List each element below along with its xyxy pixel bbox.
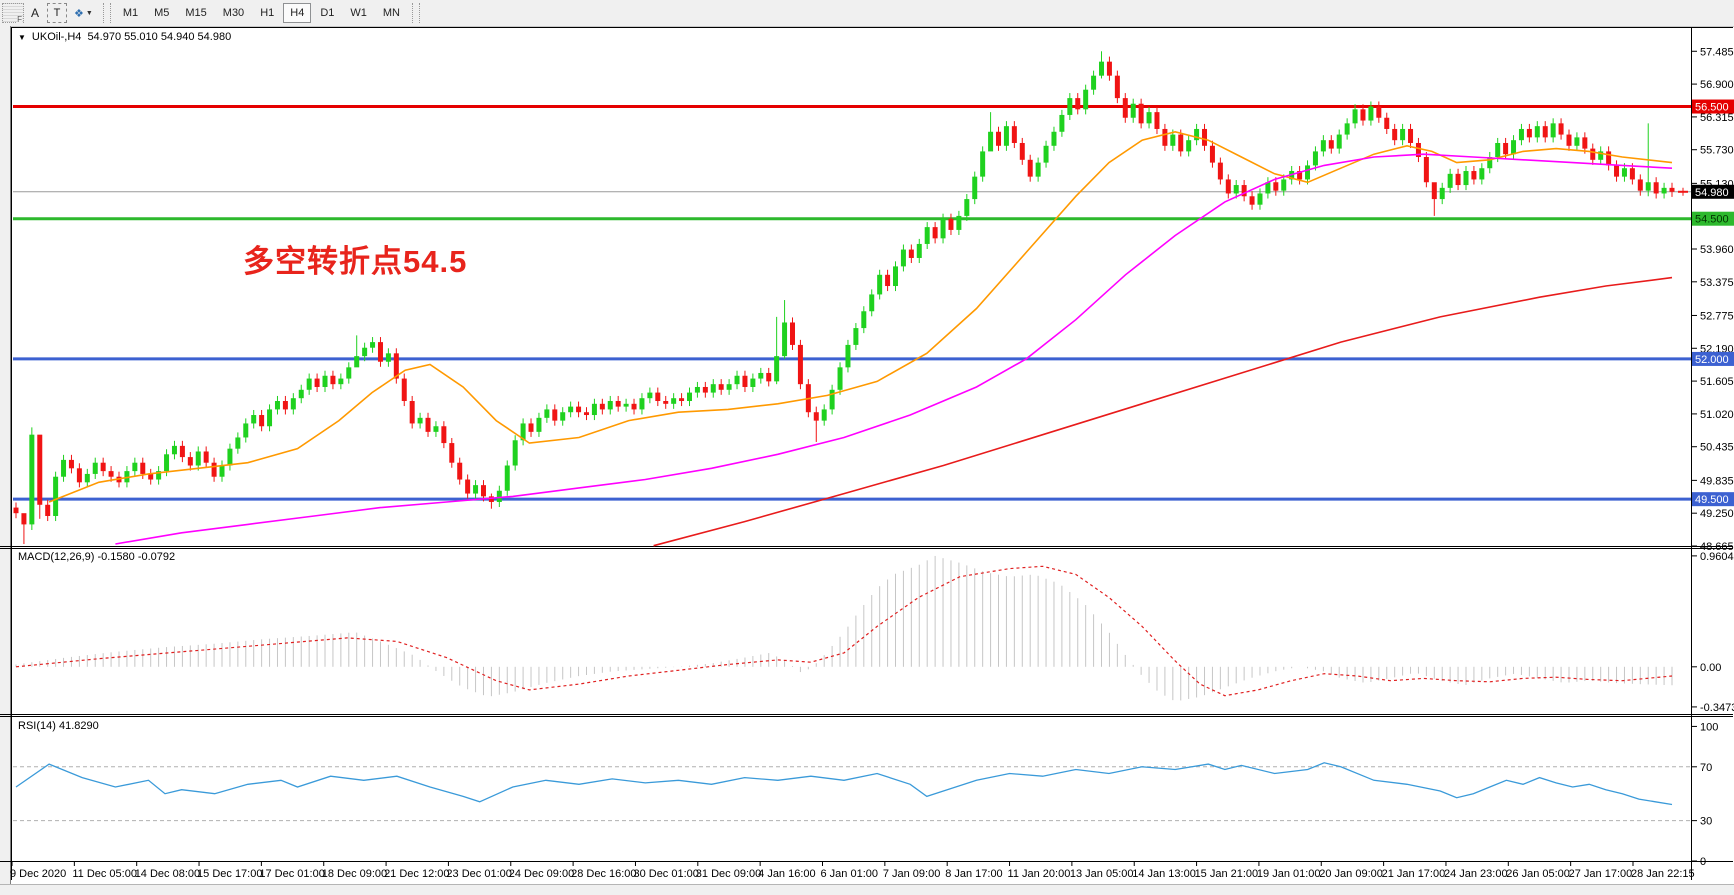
time-axis-label: 6 Jan 01:00 bbox=[821, 868, 879, 880]
time-axis-label: 24 Jan 23:00 bbox=[1444, 868, 1508, 880]
time-axis-label: 14 Dec 08:00 bbox=[135, 868, 200, 880]
time-axis-label: 31 Dec 09:00 bbox=[696, 868, 761, 880]
candlesticks bbox=[13, 51, 1675, 545]
time-axis-label: 4 Jan 16:00 bbox=[758, 868, 816, 880]
macd-axis-label: -0.3473 bbox=[1700, 702, 1734, 714]
ma-fast-line bbox=[48, 130, 1673, 503]
time-axis-label: 9 Dec 2020 bbox=[10, 868, 66, 880]
timeframe-button-mn[interactable]: MN bbox=[376, 3, 407, 23]
price-axis-label: 55.730 bbox=[1700, 145, 1734, 157]
time-axis-label: 8 Jan 17:00 bbox=[945, 868, 1003, 880]
macd-axis-label: 0.9604 bbox=[1700, 551, 1734, 563]
time-axis-label: 27 Jan 17:00 bbox=[1569, 868, 1633, 880]
time-axis-label: 15 Dec 17:00 bbox=[197, 868, 262, 880]
price-badge-54500 bbox=[1692, 211, 1734, 226]
price-axis-label: 53.960 bbox=[1700, 244, 1734, 256]
time-axis-label: 21 Jan 17:00 bbox=[1382, 868, 1446, 880]
macd-indicator-label: MACD(12,26,9) -0.1580 -0.0792 bbox=[18, 551, 176, 563]
time-axis-label: 11 Dec 05:00 bbox=[72, 868, 137, 880]
rsi-axis-label: 100 bbox=[1700, 721, 1718, 733]
toolbar-separator bbox=[102, 3, 111, 23]
text-tool-button[interactable]: T bbox=[47, 3, 67, 23]
time-axis-label: 19 Jan 01:00 bbox=[1257, 868, 1321, 880]
timeframe-button-m5[interactable]: M5 bbox=[147, 3, 176, 23]
price-axis-label: 50.435 bbox=[1700, 442, 1734, 454]
time-axis-label: 18 Dec 09:00 bbox=[322, 868, 387, 880]
price-badge-56500 bbox=[1692, 99, 1734, 114]
chart-annotation-text[interactable]: 多空转折点54.5 bbox=[243, 244, 468, 279]
price-axis-label: 53.375 bbox=[1700, 277, 1734, 289]
window-left-edge bbox=[0, 26, 11, 895]
time-axis-label: 28 Jan 22:15 bbox=[1631, 868, 1695, 880]
rsi-line bbox=[15, 762, 1673, 806]
timeframe-button-w1[interactable]: W1 bbox=[343, 3, 374, 23]
time-axis-label: 11 Jan 20:00 bbox=[1008, 868, 1071, 880]
time-axis-label: 17 Dec 01:00 bbox=[259, 868, 324, 880]
time-axis-label: 20 Jan 09:00 bbox=[1319, 868, 1383, 880]
price-badge-label: 49.500 bbox=[1695, 494, 1729, 506]
macd-axis-label: 0.00 bbox=[1700, 662, 1721, 674]
toolbar: F A T ❖ ▼ M1 M5 M15 M30 H1 H4 D1 W1 MN bbox=[0, 0, 1734, 27]
price-badge-label: 54.980 bbox=[1695, 187, 1729, 199]
rsi-axis-label: 30 bbox=[1700, 816, 1712, 828]
rsi-axis-label: 70 bbox=[1700, 762, 1712, 774]
price-badge-label: 52.000 bbox=[1695, 354, 1729, 366]
price-badge-52000 bbox=[1692, 351, 1734, 366]
time-axis-label: 24 Dec 09:00 bbox=[509, 868, 574, 880]
ohlc-values: 54.970 55.010 54.940 54.980 bbox=[87, 31, 232, 43]
time-axis-label: 21 Dec 12:00 bbox=[384, 868, 449, 880]
cursor-tool-button[interactable]: A bbox=[25, 3, 45, 23]
timeframe-button-m30[interactable]: M30 bbox=[216, 3, 251, 23]
symbol-period-label: UKOil-,H4 bbox=[31, 31, 82, 43]
time-axis-label: 26 Jan 05:00 bbox=[1506, 868, 1570, 880]
timeframe-button-m1[interactable]: M1 bbox=[116, 3, 145, 23]
window-bottom-edge bbox=[0, 884, 1734, 895]
time-axis-label: 14 Jan 13:00 bbox=[1132, 868, 1196, 880]
price-axis-label: 51.020 bbox=[1700, 409, 1734, 421]
rsi-axis-label: 0 bbox=[1700, 856, 1706, 868]
price-badge-49500 bbox=[1692, 492, 1734, 507]
toolbar-separator-2 bbox=[411, 3, 420, 23]
timeframe-button-h4[interactable]: H4 bbox=[283, 3, 312, 23]
timeframe-button-m15[interactable]: M15 bbox=[178, 3, 213, 23]
shapes-dropdown-button[interactable]: ❖ ▼ bbox=[69, 3, 98, 23]
price-axis-label: 49.835 bbox=[1700, 475, 1734, 487]
time-axis-label: 7 Jan 09:00 bbox=[883, 868, 941, 880]
time-axis-label: 15 Jan 21:00 bbox=[1195, 868, 1259, 880]
rsi-indicator-label: RSI(14) 41.8290 bbox=[18, 720, 99, 732]
symbol-dropdown-icon[interactable]: ▼ bbox=[18, 32, 26, 42]
price-badge-54980 bbox=[1692, 184, 1734, 199]
price-axis-label: 49.250 bbox=[1700, 508, 1734, 520]
time-axis-label: 13 Jan 05:00 bbox=[1070, 868, 1134, 880]
chevron-down-icon: ▼ bbox=[85, 9, 93, 17]
toolbar-handle-label: F bbox=[17, 15, 22, 24]
macd-signal-line bbox=[15, 565, 1673, 697]
chart-title: ▼ UKOil-,H4 54.970 55.010 54.940 54.980 bbox=[18, 31, 231, 43]
price-axis-label: 51.605 bbox=[1700, 376, 1734, 388]
time-axis-label: 23 Dec 01:00 bbox=[446, 868, 511, 880]
price-badge-label: 54.500 bbox=[1695, 214, 1729, 226]
time-axis-label: 30 Dec 01:00 bbox=[633, 868, 698, 880]
price-axis-label: 48.665 bbox=[1700, 541, 1734, 553]
timeframe-buttons: M1 M5 M15 M30 H1 H4 D1 W1 MN bbox=[115, 3, 408, 23]
price-axis-label: 52.775 bbox=[1700, 310, 1734, 322]
shapes-icon: ❖ bbox=[74, 7, 84, 20]
ma-mid-line bbox=[115, 153, 1673, 545]
timeframe-button-d1[interactable]: D1 bbox=[313, 3, 341, 23]
ma-slow-line bbox=[653, 276, 1673, 547]
timeframe-button-h1[interactable]: H1 bbox=[253, 3, 281, 23]
toolbar-drag-handle[interactable]: F bbox=[2, 3, 24, 24]
price-axis-label: 56.900 bbox=[1700, 79, 1734, 91]
price-badge-label: 56.500 bbox=[1695, 102, 1729, 114]
time-axis-label: 28 Dec 16:00 bbox=[571, 868, 636, 880]
price-axis-label: 57.485 bbox=[1700, 46, 1734, 58]
price-axis-label: 56.315 bbox=[1700, 112, 1734, 124]
